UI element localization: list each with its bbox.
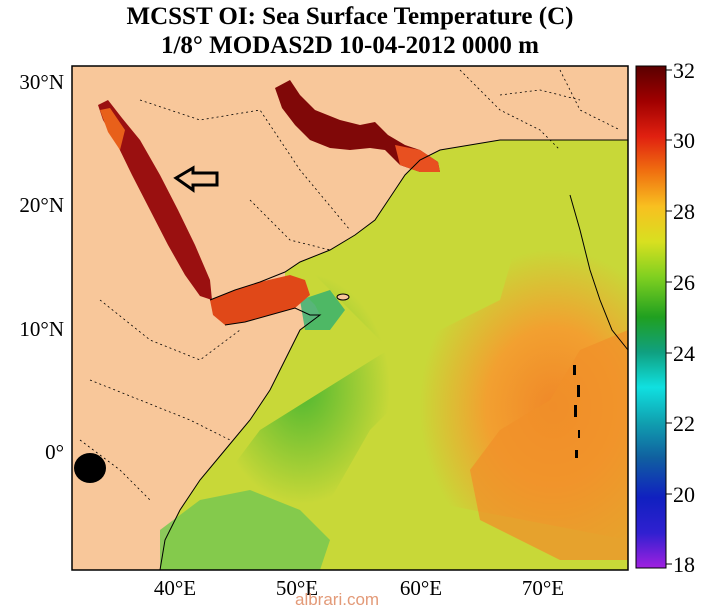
lat-label-0: 0° xyxy=(45,440,64,464)
southwest-cool-region xyxy=(160,490,330,570)
lon-label-40e: 40°E xyxy=(153,576,197,600)
gulf-of-aden xyxy=(210,275,310,325)
map-frame xyxy=(71,65,629,571)
colorbar-label-24: 24 xyxy=(673,341,695,366)
map-subtitle: 1/8° MODAS2D 10-04-2012 0000 m xyxy=(160,32,540,59)
colorbar-ticks xyxy=(666,69,672,565)
colorbar-label-32: 32 xyxy=(673,58,695,83)
african-coastline xyxy=(159,307,322,570)
colorbar-label-26: 26 xyxy=(673,270,695,295)
lon-label-70e: 70°E xyxy=(521,576,565,600)
map-title: MCSST OI: Sea Surface Temperature (C) xyxy=(126,3,574,30)
watermark: albrari.com xyxy=(295,590,380,609)
coastal-upwelling xyxy=(300,290,345,330)
lat-label-20n: 20°N xyxy=(19,193,64,217)
coastline xyxy=(209,139,628,301)
cool-zone xyxy=(190,240,440,570)
india-coast xyxy=(569,194,628,351)
colorbar-label-22: 22 xyxy=(673,411,695,436)
lake-victoria xyxy=(74,453,106,483)
colorbar-label-18: 18 xyxy=(673,552,695,577)
colorbar xyxy=(635,65,667,569)
country-borders xyxy=(79,69,621,501)
colorbar-label-20: 20 xyxy=(673,482,695,507)
lat-label-30n: 30°N xyxy=(19,70,64,94)
colorbar-label-30: 30 xyxy=(673,128,695,153)
colorbar-label-28: 28 xyxy=(673,199,695,224)
lon-label-60e: 60°E xyxy=(399,576,443,600)
lat-label-10n: 10°N xyxy=(19,317,64,341)
islands xyxy=(336,293,580,458)
red-sea xyxy=(98,100,212,300)
warm-region xyxy=(470,330,628,560)
lon-label-50e: 50°E xyxy=(275,576,319,600)
gulf-of-oman xyxy=(395,145,440,172)
red-sea-north xyxy=(100,108,125,150)
arrow-icon xyxy=(173,165,219,193)
